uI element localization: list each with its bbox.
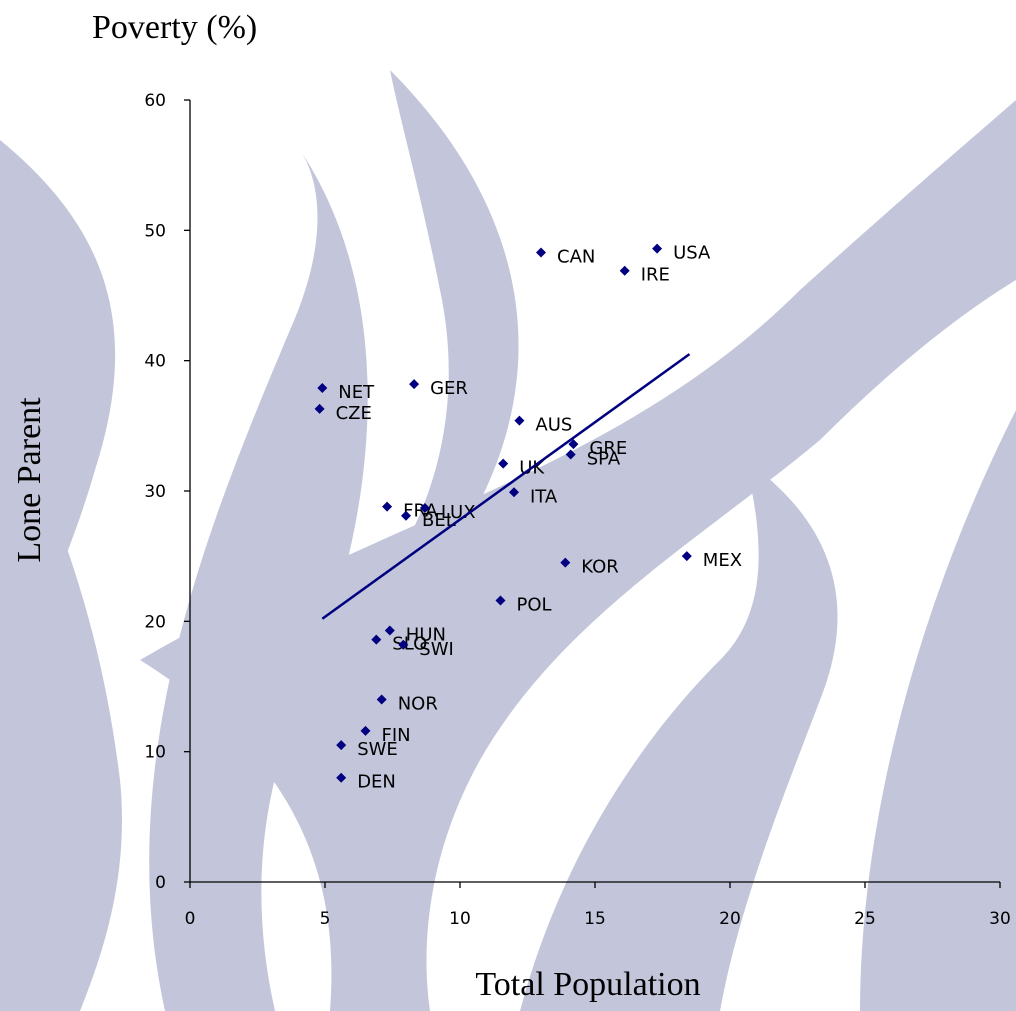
point — [568, 439, 579, 450]
x-tick-label: 30 — [989, 909, 1011, 929]
x-tick-label: 5 — [320, 909, 331, 929]
point-label: SWE — [357, 739, 398, 760]
point-label: BEL — [422, 510, 456, 531]
point-label: NET — [338, 382, 375, 403]
y-tick-label: 10 — [144, 743, 166, 763]
x-tick-label: 0 — [185, 909, 196, 929]
point — [419, 502, 430, 513]
point-label: SWI — [419, 639, 454, 660]
y-tick-label: 0 — [155, 873, 166, 893]
point — [317, 383, 328, 394]
point — [376, 694, 387, 705]
point — [560, 557, 571, 568]
point — [565, 449, 576, 460]
point-label: GER — [430, 378, 468, 399]
point — [652, 243, 663, 254]
point — [514, 415, 525, 426]
y-tick-label: 30 — [144, 482, 166, 502]
point — [360, 725, 371, 736]
point — [371, 634, 382, 645]
point-label: DEN — [357, 772, 396, 793]
point-label: MEX — [703, 550, 742, 571]
point — [536, 247, 546, 258]
point-label: FRA — [403, 501, 438, 522]
y-tick-label: 60 — [144, 91, 166, 111]
x-tick-label: 25 — [854, 909, 876, 929]
trendline — [321, 353, 691, 620]
x-axis-title: Total Population — [475, 966, 700, 1003]
point-label: CZE — [336, 403, 372, 424]
chart-title: Poverty (%) — [92, 9, 257, 46]
point — [382, 501, 393, 512]
point — [398, 639, 409, 650]
point-label: SPA — [587, 449, 621, 470]
point-label: KOR — [581, 557, 619, 578]
point-label: LUX — [441, 502, 476, 523]
point-label: SLO — [392, 634, 427, 655]
point — [336, 740, 347, 751]
point — [498, 458, 509, 469]
point-label: POL — [517, 594, 552, 615]
y-tick-label: 20 — [144, 612, 166, 632]
point-label: NOR — [398, 694, 438, 715]
point-label: USA — [673, 243, 711, 264]
x-tick-label: 20 — [719, 909, 741, 929]
point — [336, 772, 347, 783]
background-flames — [0, 70, 1016, 1011]
point-label: FIN — [382, 725, 411, 746]
y-axis-title: Lone Parent — [11, 397, 48, 563]
point — [409, 379, 420, 390]
point-label: IRE — [641, 265, 670, 286]
point-label: HUN — [406, 624, 446, 645]
point — [314, 403, 325, 414]
point-label: AUS — [535, 415, 572, 436]
point — [509, 487, 519, 498]
point — [401, 510, 411, 521]
point — [495, 595, 506, 606]
point-label: CAN — [557, 246, 595, 267]
y-tick-label: 50 — [144, 221, 166, 241]
y-tick-label: 40 — [144, 352, 166, 372]
point — [619, 265, 630, 276]
x-tick-label: 15 — [584, 909, 606, 929]
point-label: ITA — [530, 486, 558, 507]
point — [681, 551, 692, 562]
point-label: GRE — [589, 438, 627, 459]
point — [384, 625, 395, 636]
x-tick-label: 10 — [449, 909, 471, 929]
